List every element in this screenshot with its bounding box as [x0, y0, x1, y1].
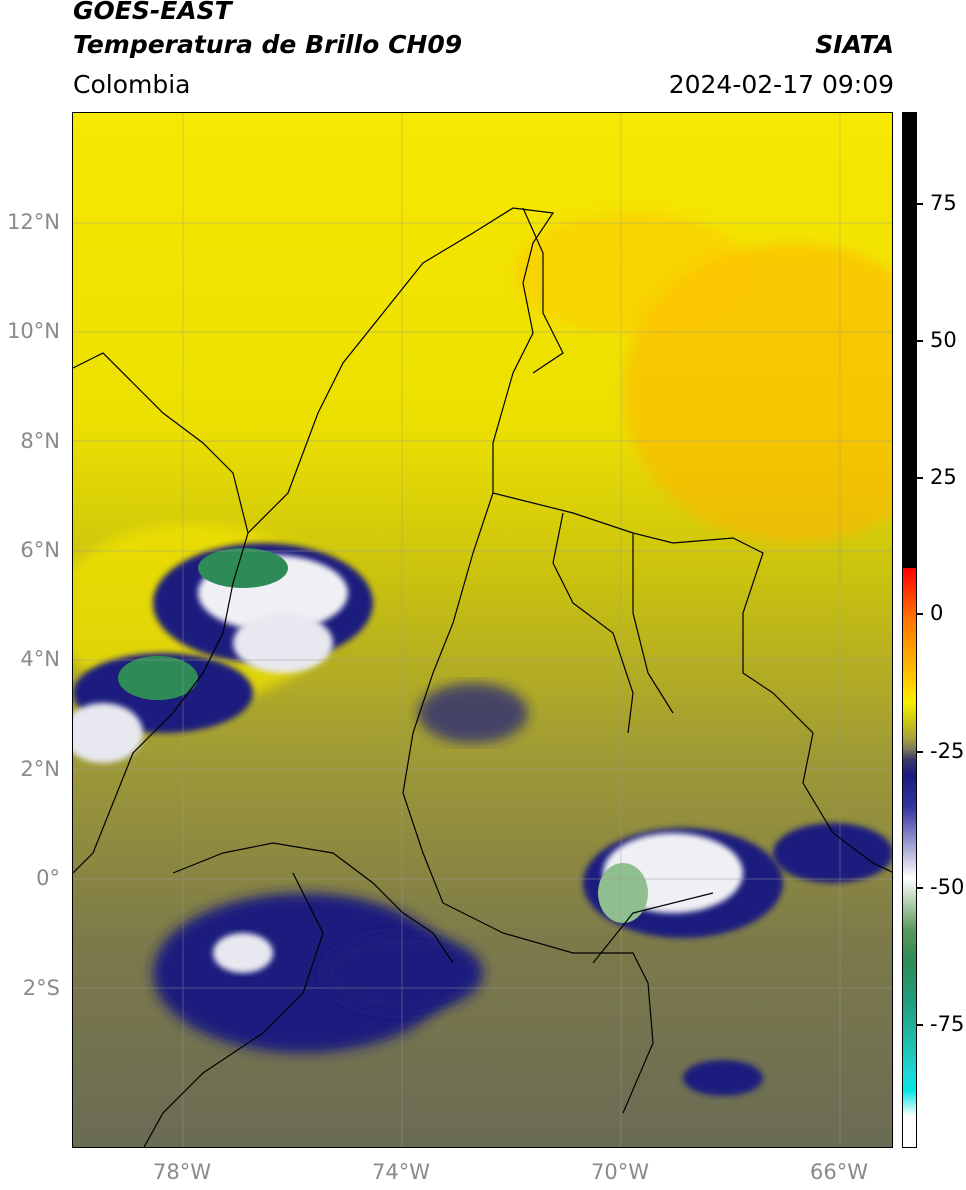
region-label: Colombia [73, 70, 191, 99]
datetime-label: 2024-02-17 09:09 [668, 70, 894, 99]
lat-label: 6°N [20, 538, 60, 562]
cloud-systems [73, 543, 892, 1096]
lat-label: 8°N [20, 429, 60, 453]
lat-label: 0° [36, 866, 60, 890]
colorbar-tick [917, 477, 923, 479]
lat-label: 2°S [22, 976, 60, 1000]
colorbar [902, 112, 917, 1148]
lat-label: 2°N [20, 757, 60, 781]
colorbar-tick [917, 1024, 923, 1026]
borders [73, 207, 892, 1147]
colorbar-label: -25 [930, 739, 965, 763]
lat-label: 4°N [20, 647, 60, 671]
lon-label: 66°W [810, 1160, 868, 1184]
colorbar-label: 25 [930, 465, 957, 489]
colorbar-label: 75 [930, 191, 957, 215]
colorbar-label: 50 [930, 328, 957, 352]
colorbar-tick [917, 751, 923, 753]
colorbar-tick [917, 887, 923, 889]
colorbar-tick [917, 613, 923, 615]
map-canvas [73, 113, 892, 1147]
colorbar-label: -50 [930, 875, 965, 899]
warm-region-2 [513, 213, 753, 333]
colorbar-tick [917, 340, 923, 342]
colorbar-label: 0 [930, 601, 944, 625]
lon-label: 78°W [153, 1160, 211, 1184]
lat-label: 12°N [7, 210, 60, 234]
product-title: Temperatura de Brillo CH09 [73, 30, 463, 59]
brand-label: SIATA [815, 30, 894, 59]
colorbar-tick [917, 203, 923, 205]
map-grid [73, 113, 892, 1147]
lon-label: 70°W [591, 1160, 649, 1184]
lat-label: 10°N [7, 319, 60, 343]
colorbar-label: -75 [930, 1012, 965, 1036]
satellite-title: GOES-EAST [73, 0, 232, 25]
lon-label: 74°W [372, 1160, 430, 1184]
satellite-map[interactable] [72, 112, 893, 1148]
